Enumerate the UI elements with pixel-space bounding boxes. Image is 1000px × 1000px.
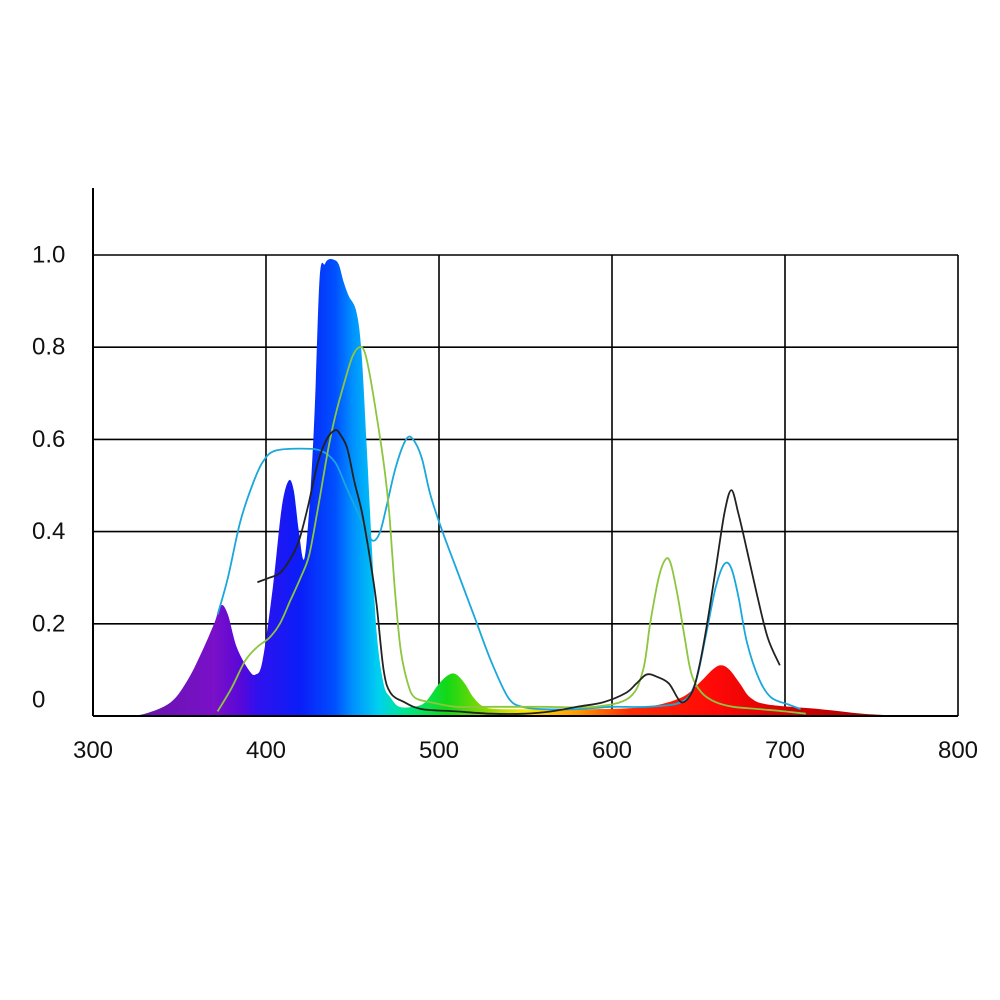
series-line-2 — [216, 346, 806, 715]
y-tick-label: 0.8 — [32, 334, 65, 361]
series-layer — [216, 346, 806, 715]
spectrum-area — [124, 259, 907, 716]
series-line-1 — [216, 435, 801, 711]
x-tick-label: 600 — [592, 737, 632, 764]
tick-labels: 300 400 500 600 700 800 0 0.2 0.4 0.6 0.8 1.0 — [32, 242, 978, 765]
x-tick-label: 400 — [246, 737, 286, 764]
x-tick-label: 300 — [73, 737, 113, 764]
y-tick-label: 0.4 — [32, 518, 65, 545]
y-tick-label: 1.0 — [32, 242, 65, 269]
spectrum-area-layer — [124, 259, 907, 716]
y-tick-label: 0 — [32, 687, 45, 714]
series-line-3 — [257, 429, 781, 715]
axes — [92, 188, 958, 717]
y-tick-label: 0.6 — [32, 426, 65, 453]
x-tick-label: 700 — [765, 737, 805, 764]
x-tick-label: 800 — [938, 737, 978, 764]
y-tick-label: 0.2 — [32, 610, 65, 637]
x-tick-label: 500 — [419, 737, 459, 764]
